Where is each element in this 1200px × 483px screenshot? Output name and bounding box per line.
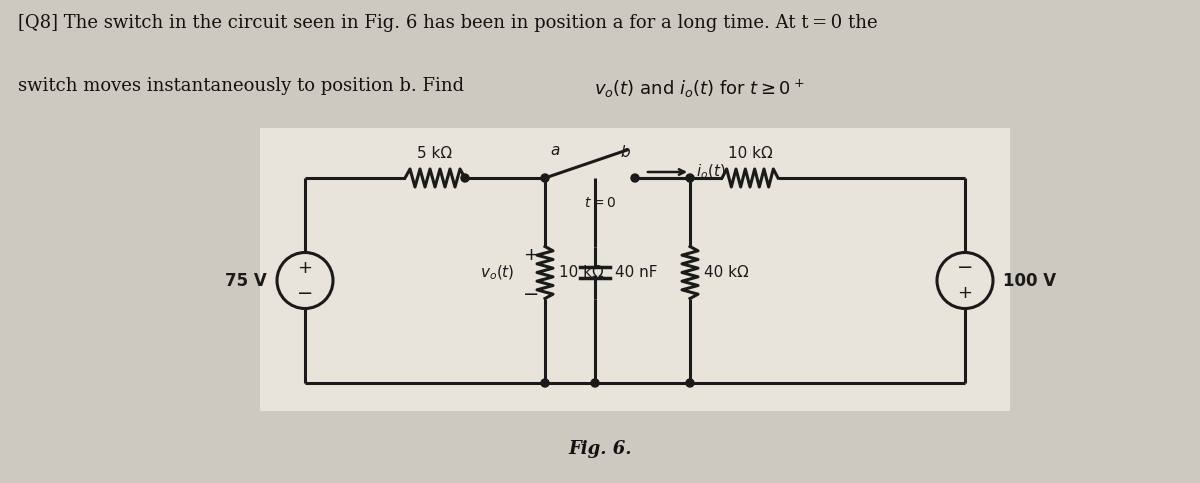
Text: −: − [296,284,313,303]
Text: +: + [298,259,312,277]
Text: 100 V: 100 V [1003,271,1056,289]
Text: 5 kΩ: 5 kΩ [418,146,452,161]
Text: 40 nF: 40 nF [616,265,658,280]
Text: b: b [620,145,630,160]
Text: a: a [550,143,559,158]
Text: 10 kΩ: 10 kΩ [559,265,604,280]
Text: 10 kΩ: 10 kΩ [727,146,773,161]
Text: Fig. 6.: Fig. 6. [569,440,631,458]
Circle shape [592,379,599,387]
Circle shape [686,379,694,387]
Text: −: − [523,285,539,304]
FancyBboxPatch shape [260,128,1010,411]
Text: 40 kΩ: 40 kΩ [704,265,749,280]
Text: $t=0$: $t=0$ [584,196,616,210]
Text: [Q8] The switch in the circuit seen in Fig. 6 has been in position a for a long : [Q8] The switch in the circuit seen in F… [18,14,877,32]
Text: +: + [523,245,539,264]
Text: switch moves instantaneously to position b. Find: switch moves instantaneously to position… [18,77,470,95]
Text: −: − [956,258,973,277]
Circle shape [461,174,469,182]
Circle shape [541,174,550,182]
Circle shape [631,174,640,182]
Text: $v_o(t)$: $v_o(t)$ [480,263,515,282]
Circle shape [686,174,694,182]
Text: +: + [958,284,972,302]
Circle shape [541,379,550,387]
Text: $v_o(t)$ and $i_o(t)$ for $t\geq 0^+$: $v_o(t)$ and $i_o(t)$ for $t\geq 0^+$ [594,77,804,99]
Text: 75 V: 75 V [226,271,266,289]
Text: $i_o(t)$: $i_o(t)$ [696,163,726,181]
